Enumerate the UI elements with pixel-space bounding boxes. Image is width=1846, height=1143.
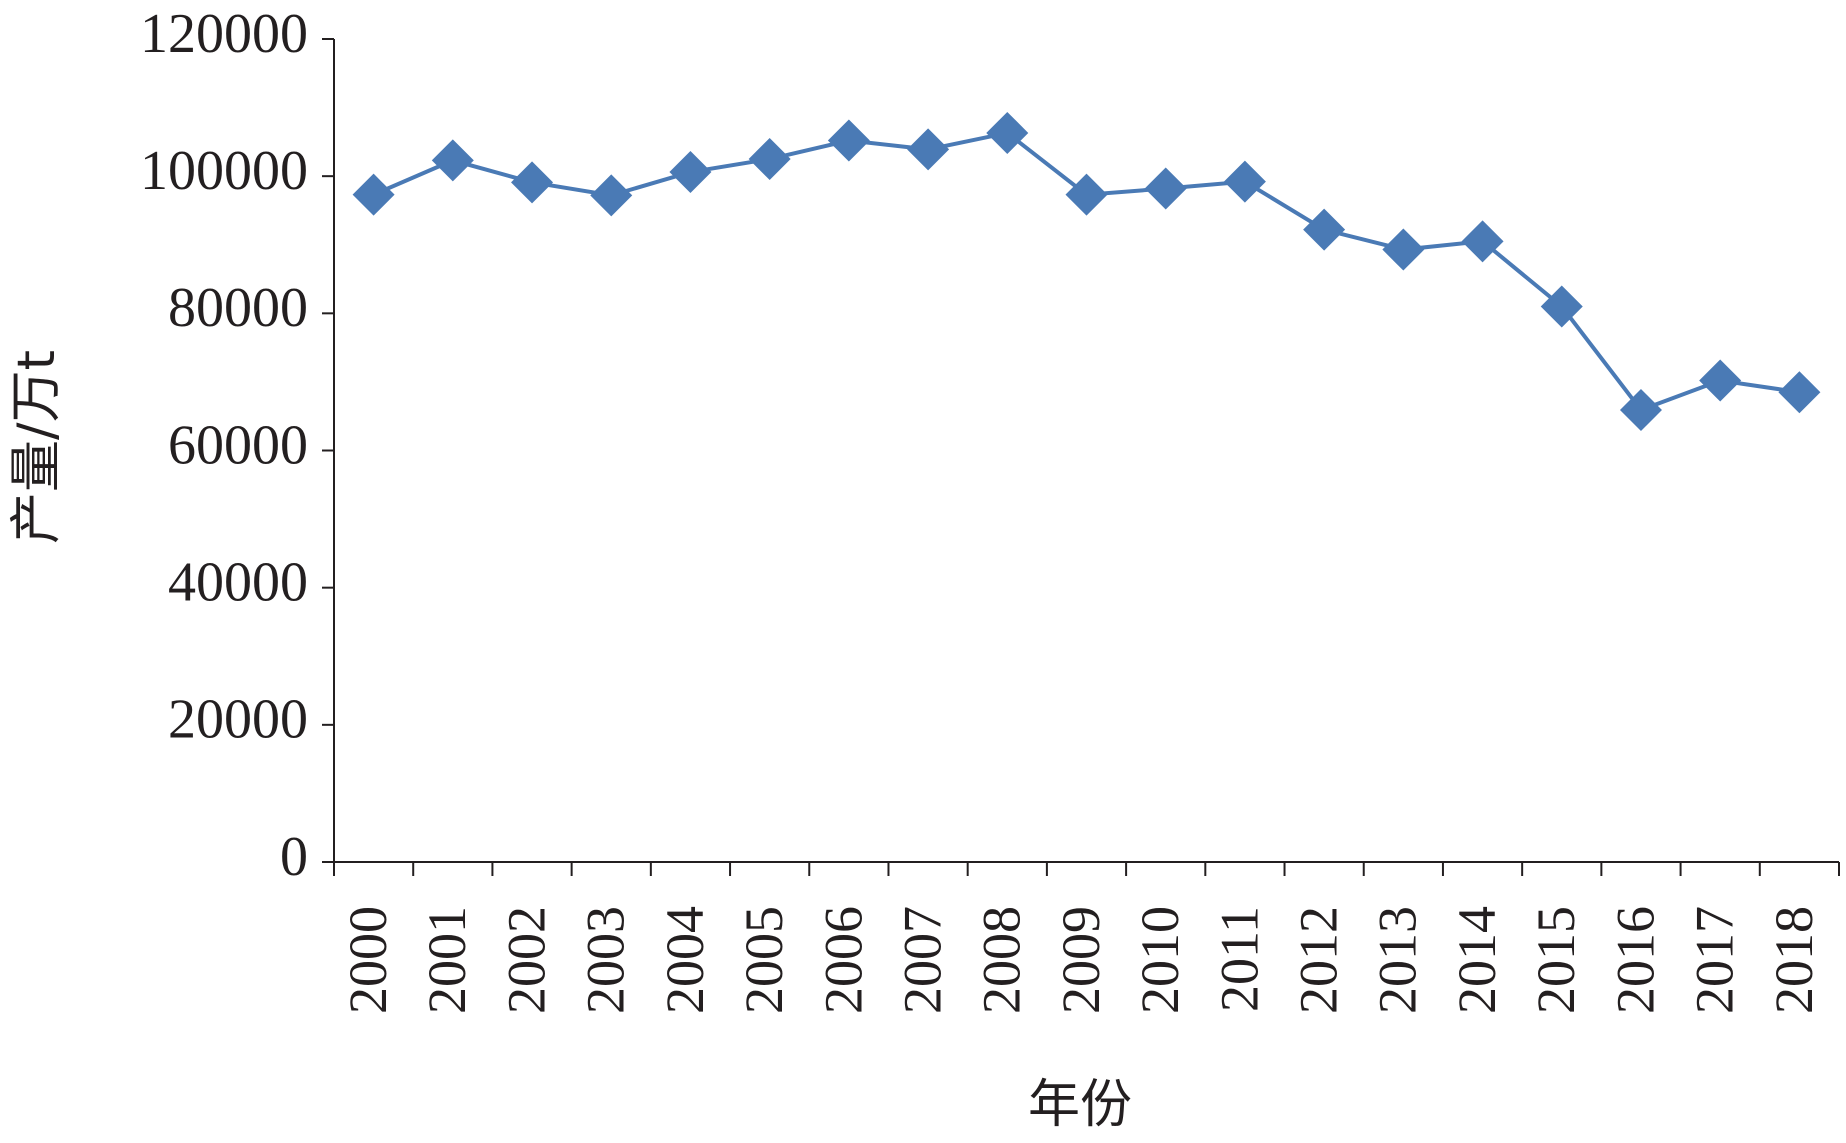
x-tick-label: 2009: [1051, 906, 1111, 1014]
x-tick-label: 2011: [1209, 906, 1269, 1012]
x-tick-label: 2016: [1605, 906, 1665, 1014]
data-marker: [1223, 160, 1266, 203]
x-tick-label: 2014: [1447, 906, 1507, 1014]
x-tick-label: 2017: [1685, 906, 1745, 1014]
x-tick-label: 2001: [417, 906, 477, 1014]
data-marker: [669, 151, 712, 194]
y-axis-title: 产量/万t: [7, 350, 67, 544]
data-marker: [1619, 389, 1662, 432]
x-tick-label: 2004: [655, 906, 715, 1014]
x-tick-label: 2018: [1764, 906, 1824, 1014]
x-tick-label: 2013: [1368, 906, 1428, 1014]
data-marker: [1144, 167, 1187, 210]
data-marker: [1540, 285, 1583, 328]
x-tick-label: 2008: [972, 906, 1032, 1014]
data-marker: [1778, 371, 1821, 414]
data-marker: [431, 139, 474, 182]
y-tick-label: 0: [280, 826, 308, 888]
x-tick-label: 2012: [1289, 906, 1349, 1014]
data-marker: [1699, 359, 1742, 402]
x-tick-label: 2003: [576, 906, 636, 1014]
data-marker: [1303, 208, 1346, 251]
y-tick-label: 80000: [168, 277, 308, 339]
x-tick-label: 2015: [1526, 906, 1586, 1014]
y-tick-label: 40000: [168, 552, 308, 614]
y-tick-label: 100000: [140, 140, 308, 202]
data-marker: [1065, 173, 1108, 216]
data-marker: [827, 119, 870, 162]
x-tick-label: 2006: [813, 906, 873, 1014]
y-tick-label: 120000: [140, 3, 308, 65]
x-tick-label: 2002: [496, 906, 556, 1014]
data-marker: [986, 111, 1029, 154]
data-marker: [1461, 220, 1504, 263]
data-marker: [748, 138, 791, 181]
y-tick-label: 20000: [168, 689, 308, 751]
data-marker: [907, 128, 950, 171]
data-marker: [352, 173, 395, 216]
data-marker: [511, 161, 554, 204]
data-marker: [590, 174, 633, 217]
x-tick-label: 2000: [338, 906, 398, 1014]
x-tick-label: 2010: [1130, 906, 1190, 1014]
x-tick-label: 2007: [892, 906, 952, 1014]
x-tick-label: 2005: [734, 906, 794, 1014]
y-tick-label: 60000: [168, 414, 308, 476]
data-marker: [1382, 228, 1425, 271]
x-axis-title: 年份: [1028, 1075, 1132, 1135]
